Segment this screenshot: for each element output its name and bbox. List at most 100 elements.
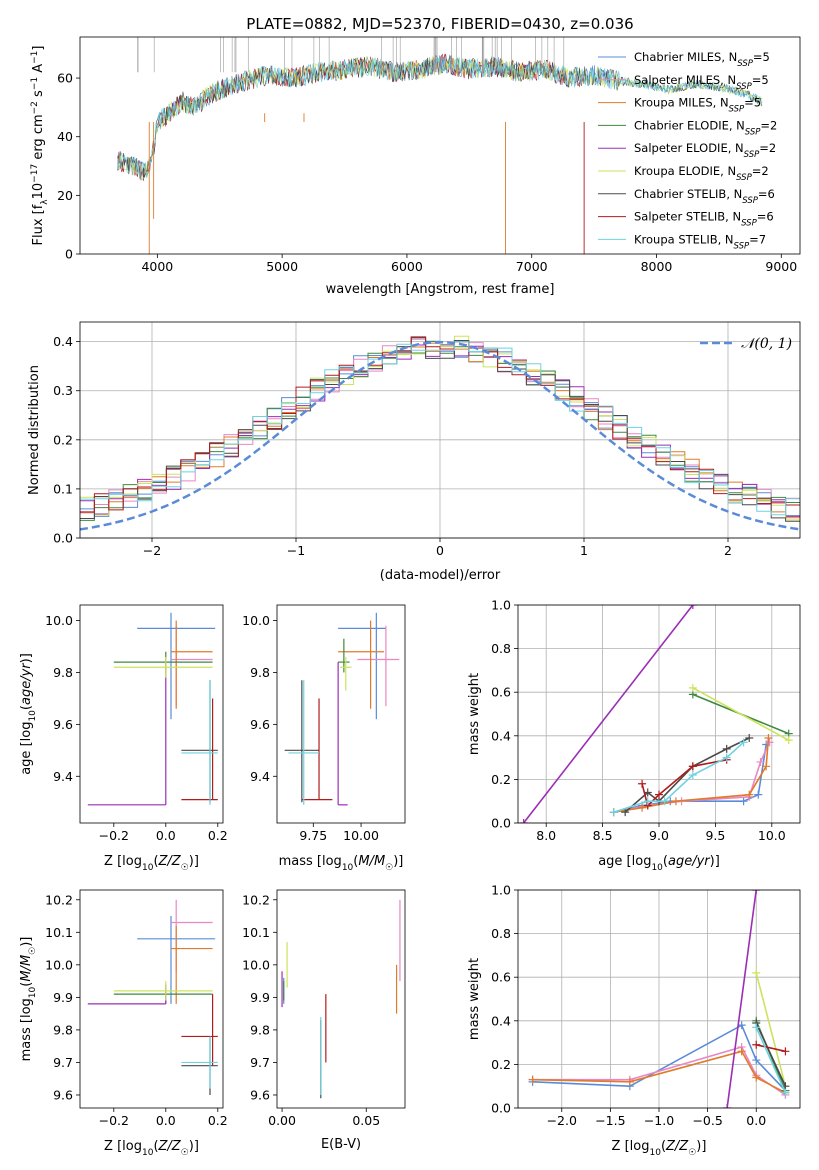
mw-marker-kroupa_stelib: [643, 797, 652, 806]
x-tick-label: −0.2: [99, 1113, 129, 1128]
axes-mass_vs_z: −0.2 0.0 0.2 9.6 9.7 9.8 9.9 10.0 10.1 10.2 Z [log…: [19, 889, 228, 1158]
x-axis-label: wavelength [Angstrom, rest frame]: [326, 282, 555, 297]
mw-marker-kroupa_miles: [737, 1047, 746, 1056]
mw-marker-kroupa_stelib: [752, 1023, 761, 1032]
mw-marker-kroupa_stelib: [722, 753, 731, 762]
y-tick-label: 9.6: [53, 717, 73, 732]
mw-marker-kroupa_miles: [762, 762, 771, 771]
x-tick-label: 2: [724, 543, 732, 558]
x-axis-label: E(B-V): [321, 1137, 361, 1152]
plot-area-mass_vs_ebv: [281, 899, 401, 1099]
mw-marker-kroupa_stelib: [660, 797, 669, 806]
x-tick-label: 10.0: [758, 828, 786, 843]
chart-title: PLATE=0882, MJD=52370, FIBERID=0430, z=0…: [246, 15, 633, 33]
x-tick-label: −2.0: [547, 1113, 577, 1128]
x-tick-label: 9.5: [705, 828, 725, 843]
plot-area-residuals: [80, 335, 800, 531]
y-tick-label: 9.8: [250, 665, 270, 680]
y-tick-label: 0.4: [491, 1013, 511, 1028]
legend-label: Chabrier STELIB, NSSP=6: [634, 187, 775, 206]
x-tick-label: 0: [436, 543, 444, 558]
histogram-salpeter_stelib: [80, 336, 800, 513]
y-tick-label: 0.0: [491, 1101, 511, 1116]
plot-area-age_vs_mass: [284, 612, 400, 806]
mw-marker-kroupa_miles: [764, 733, 773, 742]
axes-frame: [276, 604, 406, 824]
y-tick-label: 0.0: [53, 531, 73, 546]
y-tick-label: 0.4: [53, 334, 73, 349]
x-tick-label: 9000: [765, 259, 797, 274]
y-axis-label: Normed distribution: [27, 365, 42, 495]
mw-marker-salpeter_elodie: [519, 819, 528, 823]
mw-marker-chabrier_miles: [752, 1056, 761, 1065]
mw-line-chabrier_stelib: [755, 1022, 787, 1087]
mw-marker-kroupa_elodie: [752, 968, 761, 977]
axes-frame: [276, 889, 406, 1109]
y-tick-label: 0.3: [53, 383, 73, 398]
y-tick-label: 0.2: [491, 772, 511, 787]
mw-line-chabrier_stelib: [624, 737, 750, 813]
mw-marker-kroupa_miles: [745, 790, 754, 799]
x-axis-label: age [log10(age/yr)]: [598, 854, 720, 873]
mw-line-chabrier_miles: [613, 744, 767, 813]
x-tick-label: 9.0: [649, 828, 669, 843]
y-tick-label: 0.2: [53, 432, 73, 447]
x-axis-label: Z [log10(Z/Z☉)]: [104, 1139, 199, 1158]
y-tick-label: 9.9: [53, 990, 73, 1005]
y-tick-label: 1.0: [491, 883, 511, 898]
plot-area-spectrum: [117, 37, 763, 254]
legend-label: Kroupa STELIB, NSSP=7: [634, 232, 766, 251]
x-tick-label: 7000: [516, 259, 548, 274]
x-tick-label: 0.0: [746, 1113, 766, 1128]
y-tick-label: 0.2: [491, 1057, 511, 1072]
mw-marker-chabrier_stelib: [745, 733, 754, 742]
mw-marker-kroupa_stelib: [739, 738, 748, 747]
x-axis-label: Z [log10(Z/Z☉)]: [104, 854, 199, 873]
x-tick-label: 0.2: [208, 828, 228, 843]
y-tick-label: 60: [57, 71, 73, 86]
y-tick-label: 10.0: [242, 957, 270, 972]
x-tick-label: 6000: [391, 259, 423, 274]
x-tick-label: −1.5: [595, 1113, 625, 1128]
y-tick-label: 9.8: [250, 1022, 270, 1037]
x-axis-label: (data-model)/error: [380, 568, 501, 583]
mw-marker-kroupa_miles: [528, 1075, 537, 1084]
mw-line-kroupa_elodie: [692, 687, 790, 741]
histogram-chabrier_stelib: [80, 337, 800, 522]
mw-marker-salpeter_stelib: [781, 1047, 790, 1056]
mw-marker-kroupa_elodie: [784, 736, 793, 745]
y-tick-label: 9.7: [53, 1055, 73, 1070]
y-tick-label: 10.0: [45, 613, 73, 628]
x-tick-label: 0.05: [352, 1113, 380, 1128]
mw-line-kroupa_miles: [613, 737, 770, 813]
y-axis-label: mass [log10(M/M☉)]: [19, 937, 38, 1062]
legend-label: Chabrier MILES, NSSP=5: [634, 50, 770, 69]
y-tick-label: 9.9: [250, 990, 270, 1005]
legend-label: Kroupa MILES, NSSP=5: [634, 96, 761, 115]
mw-marker-chabrier_stelib: [621, 808, 630, 817]
mw-marker-kroupa_miles: [752, 1073, 761, 1082]
y-tick-label: 9.6: [250, 1087, 270, 1102]
mw-marker-salpeter_miles: [756, 757, 765, 766]
axes-frame: [517, 604, 801, 824]
spectrum-line-kroupa_stelib: [117, 55, 763, 181]
y-axis-label: mass weight: [467, 958, 482, 1040]
y-tick-label: 9.8: [53, 665, 73, 680]
y-tick-label: 10.0: [45, 957, 73, 972]
normal-curve: [80, 340, 800, 531]
legend: Chabrier MILES, NSSP=5 Salpeter MILES, NS…: [598, 50, 777, 251]
mw-line-kroupa_elodie: [755, 972, 787, 1087]
plot-area-mw_vs_z: [528, 890, 790, 1108]
mw-line-salpeter_elodie: [726, 890, 757, 1108]
y-tick-label: 0.6: [491, 685, 511, 700]
mw-marker-kroupa_stelib: [609, 808, 618, 817]
y-tick-label: 0.8: [491, 641, 511, 656]
y-tick-label: 9.4: [53, 769, 73, 784]
y-tick-label: 0.8: [491, 926, 511, 941]
histogram-salpeter_elodie: [80, 344, 800, 517]
x-tick-label: 8.5: [593, 828, 613, 843]
legend-label: Kroupa ELODIE, NSSP=2: [634, 164, 769, 183]
legend-label: Salpeter ELODIE, NSSP=2: [634, 141, 776, 160]
x-tick-label: −0.2: [99, 828, 129, 843]
x-tick-label: 0.0: [156, 1113, 176, 1128]
